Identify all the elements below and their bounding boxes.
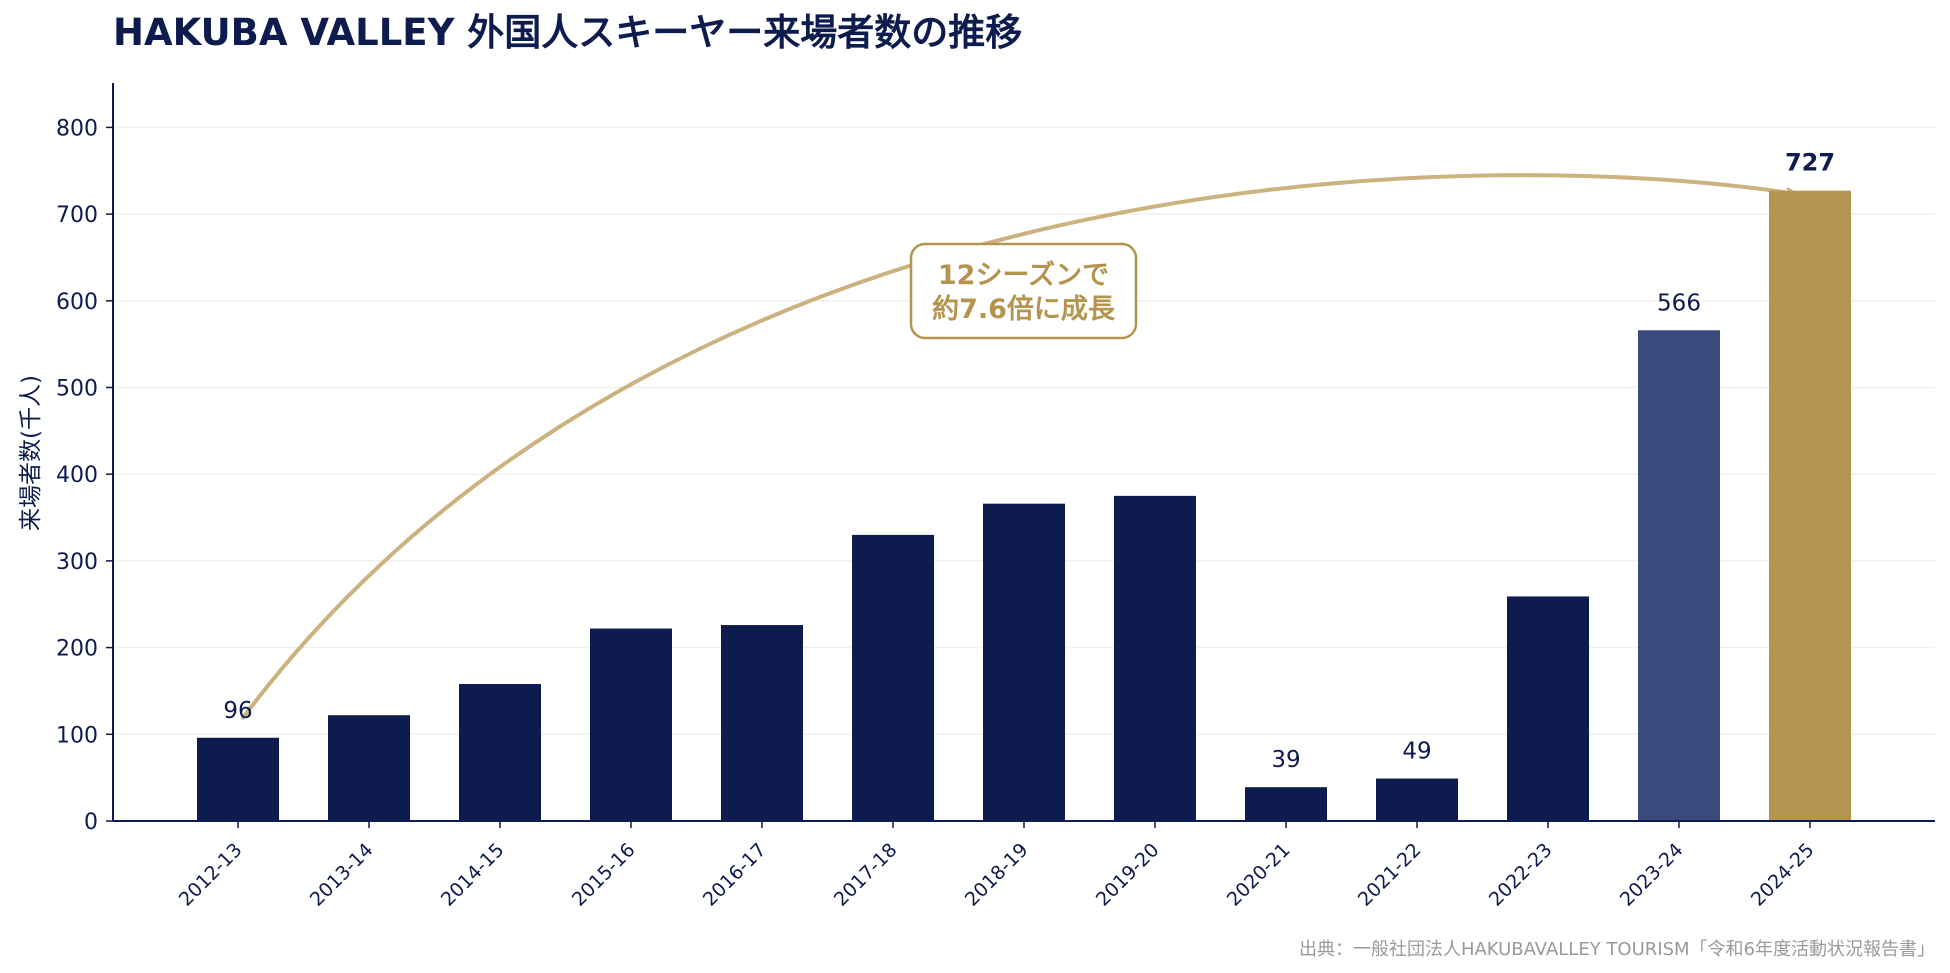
x-tick-label: 2021-22 [1354, 839, 1426, 911]
y-tick-label: 800 [56, 116, 98, 141]
x-tick-label: 2014-15 [437, 839, 509, 911]
y-tick-label: 700 [56, 203, 98, 228]
x-tick-label: 2018-19 [961, 839, 1033, 911]
y-tick-label: 500 [56, 377, 98, 402]
x-tick-label: 2022-23 [1485, 839, 1557, 911]
bar-2024-25 [1769, 190, 1851, 822]
data-label-2024-25: 727 [1785, 149, 1835, 177]
y-tick-label: 100 [56, 723, 98, 748]
data-label-2020-21: 39 [1271, 747, 1300, 773]
x-tick-label: 2017-18 [830, 839, 902, 911]
bar-2023-24 [1638, 330, 1720, 821]
bar-2014-15 [459, 684, 541, 821]
x-tick-label: 2024-25 [1747, 839, 1819, 911]
y-tick-label: 300 [56, 550, 98, 575]
bar-2019-20 [1114, 495, 1196, 821]
data-label-2023-24: 566 [1657, 290, 1701, 316]
bar-2017-18 [852, 534, 934, 821]
y-tick-label: 200 [56, 637, 98, 662]
annotation-line-2: 約7.6倍に成長 [932, 293, 1116, 325]
x-tick-label: 2013-14 [306, 839, 378, 911]
bar-2013-14 [328, 715, 410, 821]
chart-title: HAKUBA VALLEY 外国人スキーヤー来場者数の推移 [113, 11, 1022, 54]
growth-arrow [241, 173, 1795, 720]
x-tick-label: 2016-17 [699, 839, 771, 911]
data-labels: 96 39 49 566 727 [223, 149, 1835, 773]
annotation-box [909, 242, 1138, 340]
growth-arrow-layer [241, 173, 1795, 720]
annotation-line-1: 12シーズンで [938, 259, 1109, 291]
data-label-2012-13: 96 [223, 698, 252, 724]
growth-annotation: 12シーズンで 約7.6倍に成長 [909, 242, 1138, 340]
x-tick-label: 2023-24 [1616, 839, 1688, 911]
bars [197, 190, 1851, 822]
x-tick-label: 2012-13 [175, 839, 247, 911]
y-tick-label: 0 [84, 810, 98, 835]
bar-2018-19 [983, 503, 1065, 821]
bar-2016-17 [721, 625, 803, 821]
bar-2021-22 [1376, 778, 1458, 821]
bar-2020-21 [1245, 787, 1327, 821]
source-note: 出典：一般社団法人HAKUBAVALLEY TOURISM「令和6年度活動状況報… [1299, 939, 1935, 960]
y-axis-label: 来場者数(千人) [18, 375, 44, 531]
x-tick-label: 2015-16 [568, 839, 640, 911]
x-tick-label: 2020-21 [1223, 839, 1295, 911]
x-tick-label: 2019-20 [1092, 839, 1164, 911]
bar-2012-13 [197, 737, 279, 821]
y-tick-label: 400 [56, 463, 98, 488]
data-label-2021-22: 49 [1402, 739, 1431, 765]
bar-2022-23 [1507, 596, 1589, 821]
y-tick-label: 600 [56, 290, 98, 315]
bar-2015-16 [590, 628, 672, 821]
